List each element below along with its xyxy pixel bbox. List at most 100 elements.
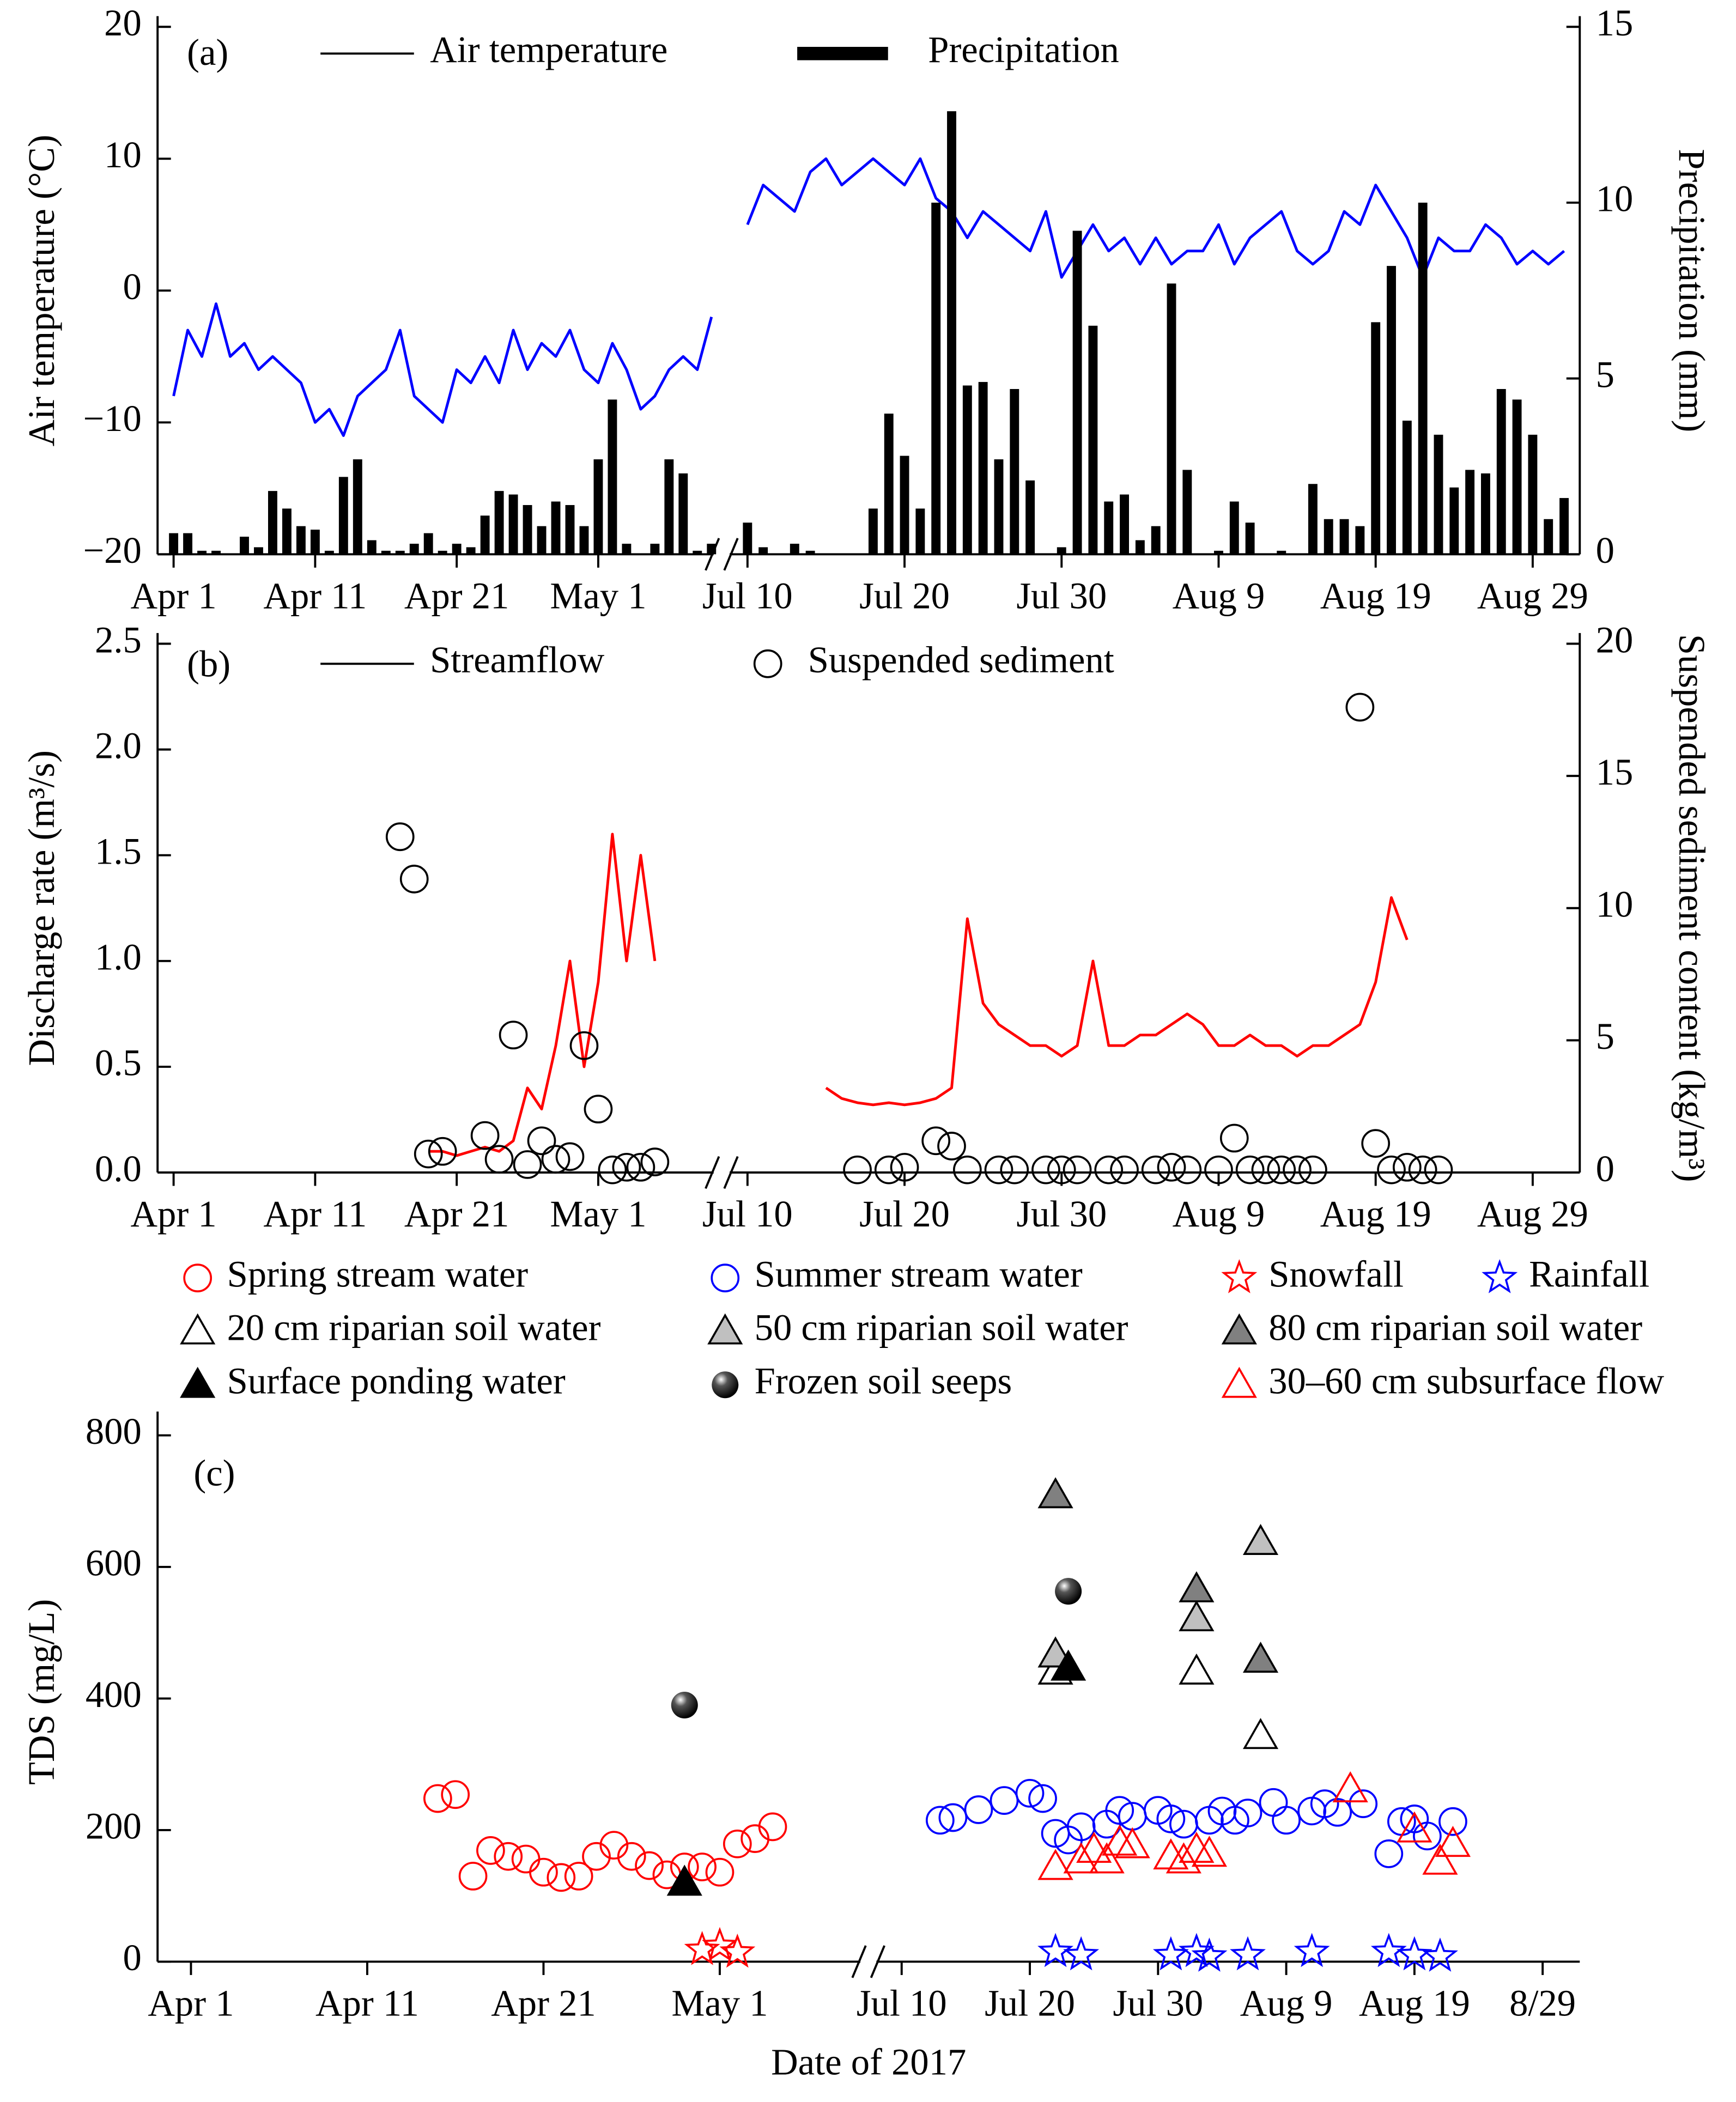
bar (324, 550, 334, 555)
point (702, 1927, 738, 1961)
bar (884, 414, 894, 555)
bar (1465, 470, 1475, 555)
x-tick-label: Apr 11 (263, 575, 367, 616)
point (890, 1152, 919, 1182)
point (1370, 1933, 1407, 1967)
bar (338, 477, 348, 555)
bar (395, 550, 405, 555)
point (938, 1803, 968, 1832)
x-tick-label: Apr 21 (404, 575, 509, 616)
point (1063, 1155, 1092, 1184)
y-tick-label: 1.0 (95, 937, 142, 978)
point (937, 1132, 966, 1161)
x-tick-label: Apr 1 (148, 1983, 234, 2024)
bar (1449, 487, 1459, 555)
point (582, 1842, 611, 1871)
x-tick-label: Aug 29 (1477, 575, 1588, 616)
point (1037, 1477, 1073, 1509)
point (458, 1862, 488, 1891)
point (1204, 1155, 1233, 1184)
bar (868, 508, 878, 555)
point (1345, 692, 1375, 722)
bar (197, 550, 207, 555)
bar (994, 459, 1004, 555)
bar (1308, 484, 1318, 555)
x-tick-label: Jul 20 (859, 575, 950, 616)
panel-label: (a) (187, 32, 228, 73)
y-tick-label: 200 (86, 1806, 142, 1847)
bar (381, 550, 391, 555)
y-tick-label: 400 (86, 1674, 142, 1715)
y-tick-label: −20 (83, 530, 141, 571)
bar (707, 543, 717, 555)
line-series (172, 157, 1565, 437)
bar (438, 550, 447, 555)
point (428, 1137, 457, 1166)
bar (211, 550, 221, 555)
point (1422, 1843, 1458, 1875)
y-tick-label: −10 (83, 398, 141, 439)
y-tick-label: 600 (86, 1542, 142, 1584)
point (564, 1862, 593, 1891)
point (1242, 1523, 1279, 1555)
y-tick-label: 20 (104, 2, 142, 44)
x-tick-label: Apr 1 (131, 1193, 217, 1235)
point (1422, 1937, 1458, 1972)
point (1063, 1842, 1099, 1874)
axis-break (723, 538, 739, 571)
point (1141, 1155, 1170, 1184)
point (423, 1784, 452, 1813)
point (1267, 1155, 1296, 1184)
x-tick-label: Apr 21 (404, 1193, 509, 1235)
x-tick-label: Jul 30 (1016, 575, 1107, 616)
point (705, 1857, 735, 1887)
x-tick-label: Apr 1 (131, 575, 217, 616)
axis-break (723, 1156, 739, 1189)
legend-label: Air temperature (430, 29, 667, 70)
bar (593, 459, 603, 555)
point (719, 1933, 756, 1968)
point (584, 1095, 613, 1123)
point (1242, 1642, 1279, 1673)
point (1235, 1155, 1265, 1184)
x-tick-label: Jul 20 (859, 1193, 950, 1235)
bar (1277, 550, 1286, 555)
point (1000, 1155, 1029, 1184)
point (1361, 1129, 1391, 1158)
point (1152, 1936, 1189, 1971)
legend-label: 30–60 cm subsurface flow (1268, 1360, 1664, 1401)
legend-label: Surface ponding water (227, 1360, 566, 1401)
legend-key (183, 1263, 213, 1292)
bar (1496, 388, 1506, 555)
point (1105, 1796, 1134, 1825)
point (688, 1852, 717, 1881)
bar (409, 543, 419, 555)
point (1374, 1839, 1404, 1868)
bar (1355, 526, 1365, 555)
legend-label: Streamflow (430, 639, 605, 681)
bar (664, 459, 674, 555)
bar (978, 382, 988, 555)
bar (565, 505, 575, 555)
line-series (428, 833, 1409, 1157)
point (1037, 1933, 1074, 1967)
bar (915, 508, 925, 555)
x-tick-label: Apr 11 (263, 1193, 367, 1235)
bar (693, 550, 702, 555)
legend-label: Spring stream water (227, 1253, 529, 1295)
point (1392, 1152, 1422, 1182)
point (1037, 1849, 1073, 1880)
y-tick-label: 0.5 (95, 1042, 142, 1084)
x-tick-label: Aug 19 (1359, 1983, 1470, 2024)
y-tick-label: 0 (123, 1937, 141, 1978)
point (925, 1806, 955, 1835)
y2-tick-label: 10 (1596, 178, 1634, 220)
point (1089, 1842, 1125, 1874)
bar (1167, 283, 1176, 555)
x-tick-label: Aug 19 (1320, 1193, 1431, 1235)
point (1272, 1806, 1301, 1835)
bar (1151, 526, 1161, 555)
point (1173, 1155, 1202, 1184)
point (1251, 1155, 1280, 1184)
